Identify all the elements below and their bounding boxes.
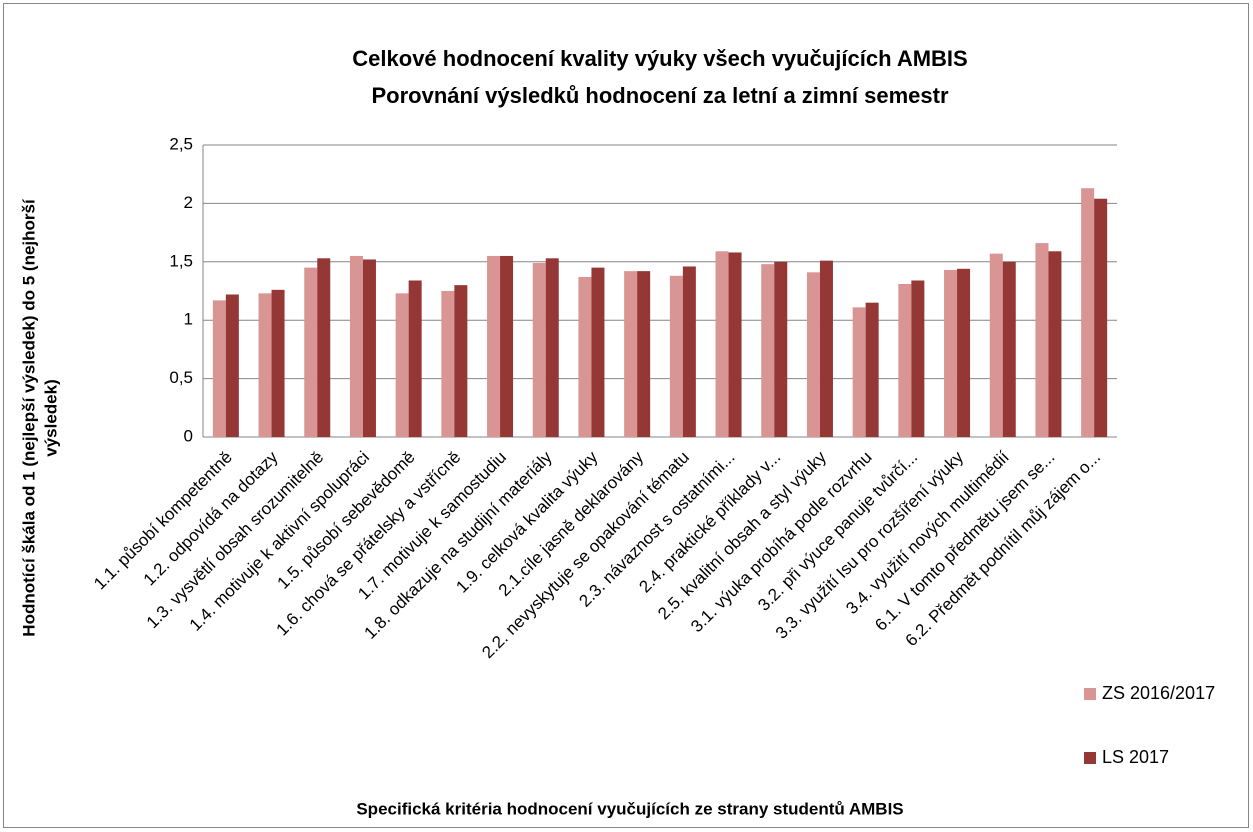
bar	[1081, 188, 1095, 437]
bar	[408, 280, 422, 437]
bar	[865, 302, 879, 437]
bar	[578, 276, 592, 437]
bar	[212, 300, 226, 437]
bar	[454, 285, 468, 437]
bar	[989, 253, 1003, 437]
bar	[1048, 251, 1062, 437]
bar	[349, 255, 363, 437]
legend-label: ZS 2016/2017	[1102, 683, 1215, 703]
bar	[304, 267, 318, 437]
bar	[591, 267, 605, 437]
bar	[225, 294, 239, 437]
y-tick-label: 0,5	[169, 368, 193, 387]
bar	[532, 262, 546, 437]
bar	[774, 261, 788, 437]
bar	[957, 268, 971, 437]
bar	[819, 260, 833, 437]
y-axis-label: výsledek)	[41, 379, 60, 457]
bar	[852, 307, 866, 437]
bar	[715, 251, 729, 437]
bar	[1094, 198, 1108, 437]
bar	[317, 258, 331, 437]
chart-title: Celkové hodnocení kvality výuky všech vy…	[352, 46, 967, 71]
bar	[728, 252, 742, 437]
legend-label: LS 2017	[1102, 747, 1169, 767]
bar	[271, 289, 285, 437]
bar	[669, 275, 683, 437]
y-tick-label: 2,5	[169, 134, 193, 153]
bar	[944, 269, 958, 437]
legend-swatch	[1084, 752, 1096, 764]
legend-swatch	[1084, 688, 1096, 700]
y-axis-label: Hodnotící škála od 1 (nejlepší výsledek)…	[19, 198, 38, 637]
chart-subtitle: Porovnání výsledků hodnocení za letní a …	[371, 83, 948, 108]
bar	[258, 293, 272, 437]
bar	[624, 271, 638, 437]
bar	[1035, 243, 1049, 437]
y-tick-label: 1	[184, 310, 193, 329]
bar	[898, 283, 912, 437]
bar	[637, 271, 651, 437]
bar	[806, 272, 820, 437]
bar	[441, 291, 455, 437]
bar	[545, 258, 559, 437]
bar	[1002, 261, 1016, 437]
y-tick-label: 2	[184, 193, 193, 212]
x-axis-label: Specifická kritéria hodnocení vyučujícíc…	[356, 799, 903, 818]
bar	[500, 255, 514, 437]
bar	[761, 264, 775, 437]
bar	[682, 266, 696, 437]
bar	[362, 259, 376, 437]
y-tick-label: 1,5	[169, 251, 193, 270]
bar	[911, 280, 925, 437]
y-tick-label: 0	[184, 426, 193, 445]
bar	[487, 255, 501, 437]
bar	[395, 293, 409, 437]
